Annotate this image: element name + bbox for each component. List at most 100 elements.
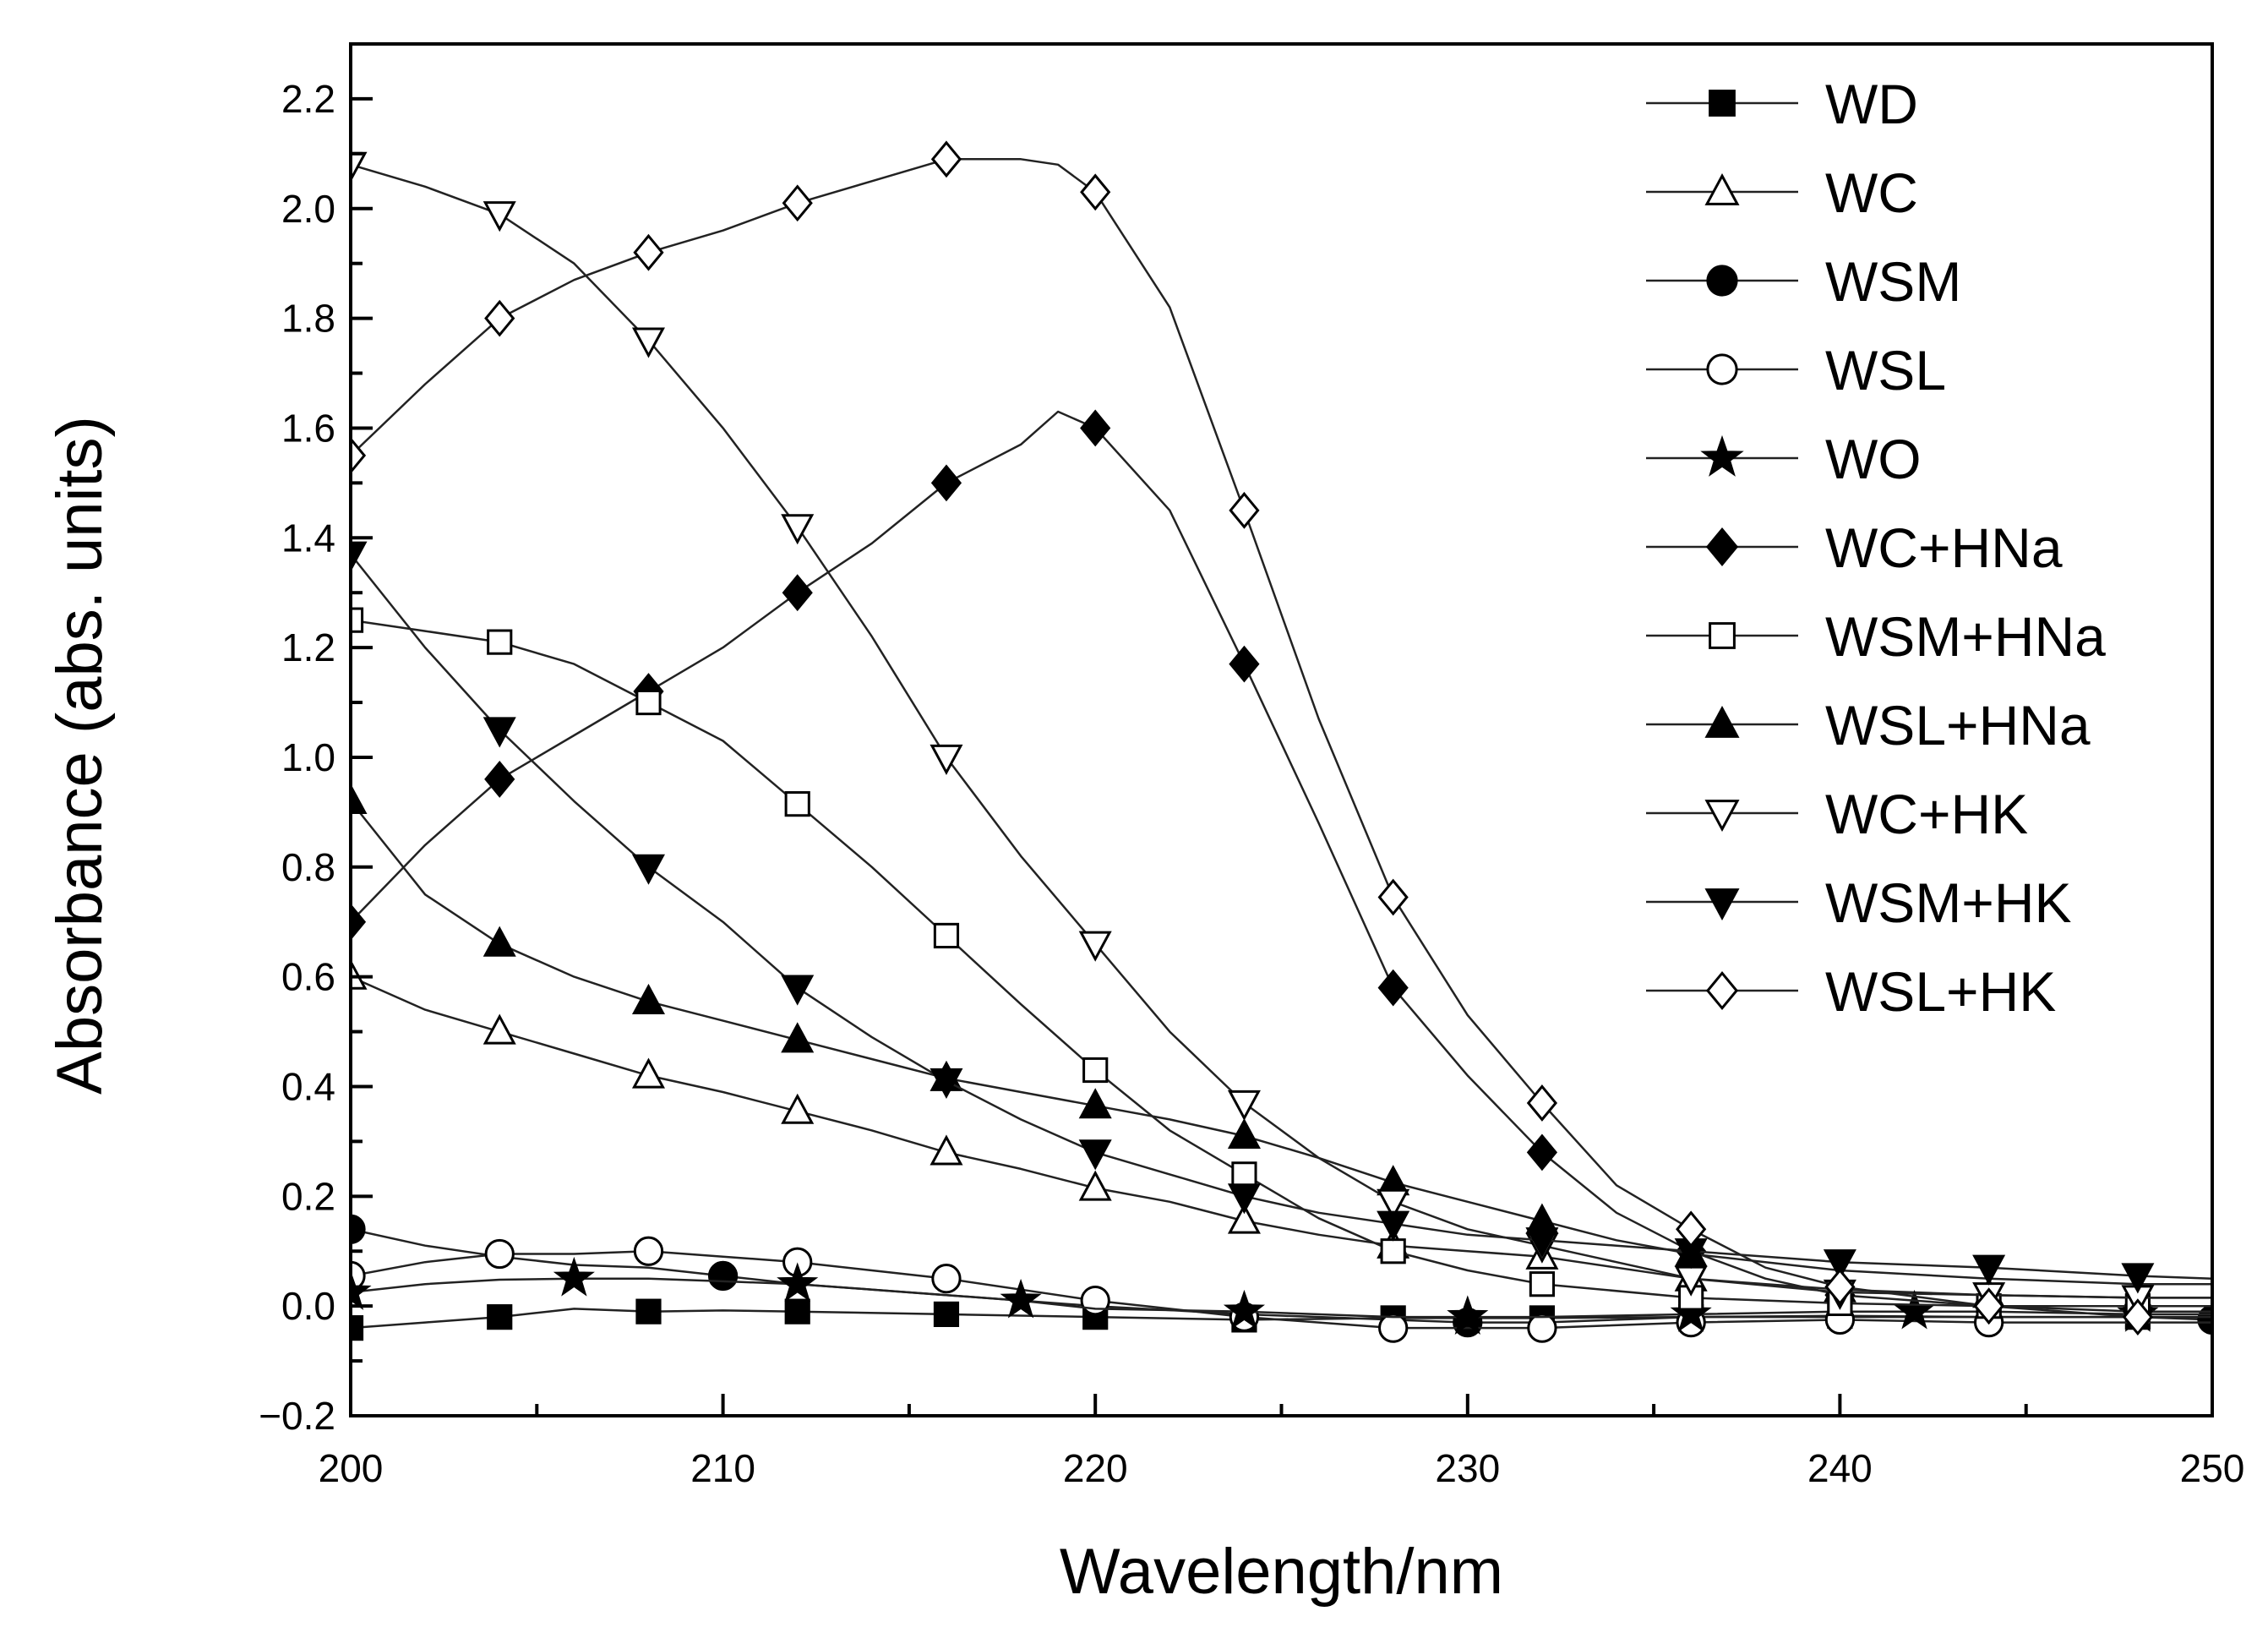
data-point-wsl-plus-hna xyxy=(482,926,516,957)
data-point-wsm-plus-hk xyxy=(930,1068,963,1099)
data-point-wsl xyxy=(633,1236,664,1266)
data-point-wo xyxy=(777,1262,819,1303)
data-point-wsm-plus-hk xyxy=(482,717,516,748)
x-tick-label: 250 xyxy=(2180,1446,2245,1490)
legend-label: WSM+HNa xyxy=(1825,605,2106,668)
legend-item-wsl-plus-hna: WSL+HNa xyxy=(1646,694,2091,756)
data-point-wsl xyxy=(484,1238,515,1270)
data-point-wd xyxy=(784,1298,810,1324)
legend-label: WC xyxy=(1825,161,1918,224)
series-line-wc xyxy=(351,975,2212,1299)
y-tick-label: 0.8 xyxy=(281,845,335,889)
legend-marker xyxy=(1705,527,1739,567)
data-point-wc xyxy=(781,1093,815,1124)
data-point-wsm xyxy=(707,1260,739,1292)
data-point-wc-plus-hk xyxy=(482,201,516,232)
x-axis-title: Wavelength/nm xyxy=(1060,1536,1503,1608)
x-tick-label: 230 xyxy=(1435,1446,1500,1490)
data-point-wsl-plus-hna xyxy=(631,983,665,1014)
series-line-wc-plus-hk xyxy=(351,163,2212,1299)
data-point-wo xyxy=(1447,1295,1489,1335)
y-tick-label: 1.8 xyxy=(281,297,335,341)
legend-marker xyxy=(1709,90,1736,117)
data-point-wc-plus-hk xyxy=(1377,1188,1410,1220)
data-point-wo xyxy=(1000,1278,1042,1319)
x-tick-label: 210 xyxy=(690,1446,755,1490)
legend-item-wd: WD xyxy=(1646,73,1918,135)
legend-label: WC+HK xyxy=(1825,783,2028,845)
data-point-wsm-plus-hna xyxy=(487,629,513,655)
data-point-wsm-plus-hna xyxy=(1082,1057,1109,1084)
legend-label: WSM+HK xyxy=(1825,871,2072,934)
data-point-wc-plus-hk xyxy=(1078,931,1112,962)
legend-label: WSM xyxy=(1825,250,1961,313)
legend-marker xyxy=(1704,705,1740,738)
series-line-wsl-plus-hna xyxy=(351,800,2212,1286)
y-tick-label: 0.2 xyxy=(281,1174,335,1218)
data-point-wo xyxy=(553,1256,595,1297)
data-point-wd xyxy=(933,1301,960,1327)
legend-item-wsm-plus-hna: WSM+HNa xyxy=(1646,605,2106,668)
data-point-wsl-plus-hk xyxy=(2122,1298,2153,1336)
data-point-wsl xyxy=(931,1264,962,1294)
data-point-wc-plus-hna xyxy=(1377,969,1409,1007)
data-point-wsl-plus-hk xyxy=(1676,1210,1707,1248)
data-point-wc-plus-hna xyxy=(782,574,813,612)
data-point-wsl-plus-hk xyxy=(484,299,515,337)
data-point-wsl-plus-hk xyxy=(1824,1268,1856,1306)
data-point-wsm-plus-hk xyxy=(2121,1263,2155,1294)
data-point-wsm-plus-hna xyxy=(1231,1161,1257,1188)
legend-item-wo: WO xyxy=(1646,428,1922,490)
legend-marker xyxy=(1700,434,1744,477)
legend-marker xyxy=(1709,622,1736,649)
y-tick-label: 1.4 xyxy=(281,516,335,560)
legend-marker xyxy=(1704,888,1740,921)
data-point-wc-plus-hna xyxy=(1526,1133,1558,1172)
data-point-wsm-plus-hk xyxy=(1377,1210,1410,1242)
legend-marker xyxy=(1704,800,1740,833)
series-layer xyxy=(351,140,2212,1343)
legend-item-wsl-plus-hk: WSL+HK xyxy=(1646,960,2056,1023)
data-point-wsm-plus-hna xyxy=(351,607,364,633)
series-wsl-plus-hna xyxy=(351,783,2212,1286)
data-point-wsm-plus-hk xyxy=(1972,1254,2006,1286)
legend-item-wc-plus-hna: WC+HNa xyxy=(1646,516,2063,579)
y-tick-label: 1.0 xyxy=(281,735,335,779)
data-point-wc xyxy=(631,1057,665,1089)
legend-item-wsm: WSM xyxy=(1646,250,1961,313)
data-point-wsm-plus-hna xyxy=(933,922,960,949)
data-point-wc xyxy=(1227,1203,1261,1234)
data-point-wsm-plus-hna xyxy=(635,689,662,716)
legend: WD WC WSM WSL WO WC+HNa WSM+HNa WSL+HNa WC+HK WSM… xyxy=(1646,73,2106,1023)
legend-label: WD xyxy=(1825,73,1918,135)
y-tick-label: −0.2 xyxy=(259,1394,335,1438)
data-point-wc-plus-hk xyxy=(781,514,815,545)
data-point-wsl xyxy=(1378,1313,1409,1343)
data-point-wsm-plus-hk xyxy=(1525,1227,1559,1259)
y-tick-label: 0.0 xyxy=(281,1284,335,1328)
y-tick-label: 2.2 xyxy=(281,77,335,121)
data-point-wsm-plus-hk xyxy=(351,541,368,572)
data-point-wsl-plus-hna xyxy=(1227,1117,1261,1150)
data-point-wc-plus-hk xyxy=(930,744,963,775)
data-point-wd xyxy=(487,1304,513,1330)
series-wc-plus-hk xyxy=(351,151,2212,1316)
series-line-wsm-plus-hna xyxy=(351,619,2212,1308)
data-point-wsl-plus-hk xyxy=(1526,1084,1558,1122)
y-tick-label: 0.4 xyxy=(281,1064,335,1108)
series-line-wo xyxy=(351,1277,2212,1319)
data-point-wsm-plus-hk xyxy=(631,854,665,885)
legend-item-wc: WC xyxy=(1646,161,1918,224)
data-point-wsm-plus-hna xyxy=(784,791,810,817)
legend-item-wsl: WSL xyxy=(1646,339,1946,401)
data-point-wsl-plus-hna xyxy=(1078,1088,1112,1119)
data-point-wo xyxy=(1670,1292,1712,1332)
y-tick-label: 2.0 xyxy=(281,187,335,231)
data-point-wc xyxy=(930,1134,963,1166)
data-point-wsm-plus-hna xyxy=(1380,1238,1406,1264)
data-point-wsl xyxy=(1527,1313,1557,1343)
data-point-wsl-plus-hk xyxy=(930,140,962,178)
legend-label: WSL+HK xyxy=(1825,960,2056,1023)
series-wsl-plus-hk xyxy=(351,140,2212,1336)
